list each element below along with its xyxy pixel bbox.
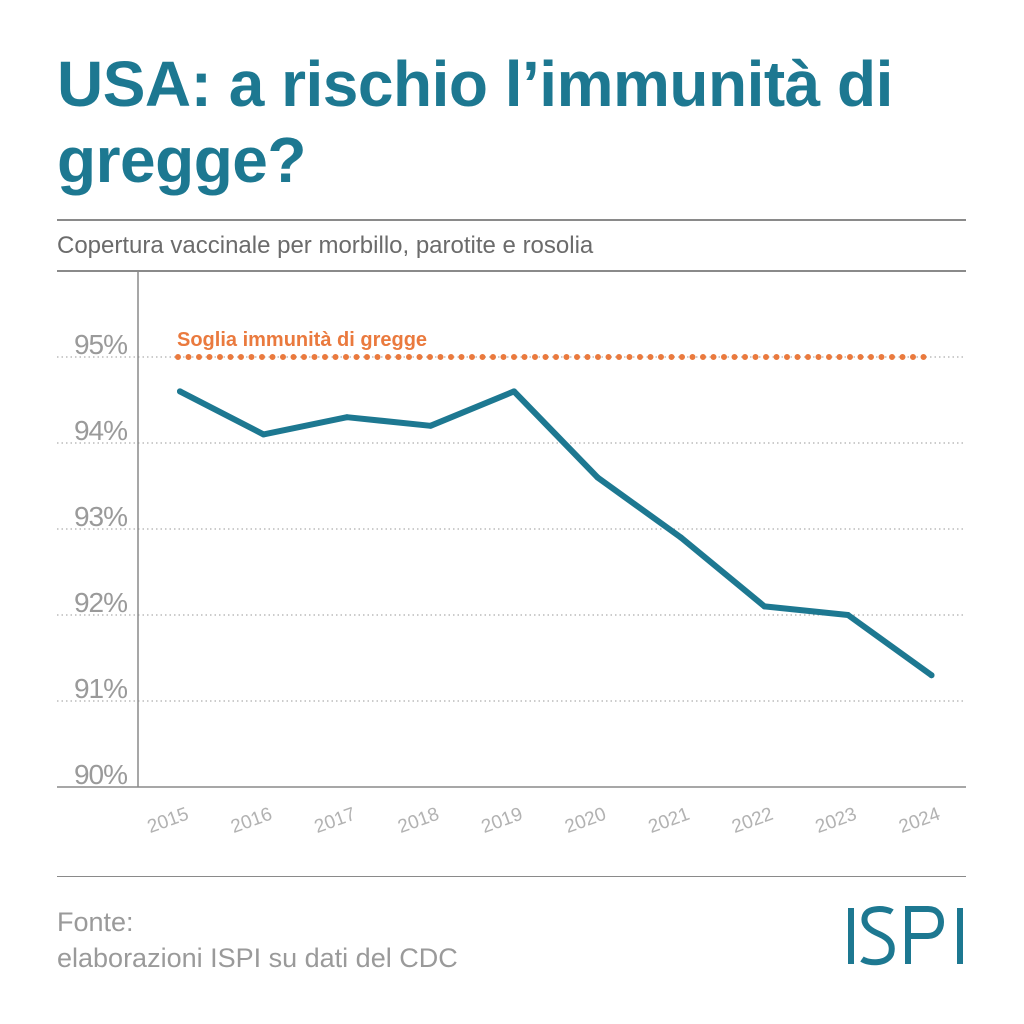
series-line — [177, 388, 935, 679]
data-point — [845, 612, 851, 618]
x-tick-label: 2020 — [562, 804, 609, 838]
data-point — [511, 388, 517, 395]
x-tick-label: 2018 — [395, 804, 442, 838]
y-tick-label: 94% — [74, 415, 127, 446]
x-axis-ticks: 2015 2016 2017 2018 2019 2020 2021 2022 2023 2024 — [145, 804, 944, 838]
y-tick-label: 91% — [74, 673, 127, 704]
gridlines — [57, 356, 966, 702]
data-point — [761, 603, 768, 610]
x-tick-label: 2024 — [896, 804, 943, 838]
ispi-logo — [848, 906, 963, 966]
footer-divider — [57, 876, 966, 877]
y-axis-ticks: 90% 91% 92% 93% 94% 95% — [74, 329, 128, 790]
threshold: Soglia immunità di gregge — [175, 329, 937, 360]
y-tick-label: 92% — [74, 587, 127, 618]
subtitle-divider — [57, 270, 966, 272]
x-tick-label: 2015 — [145, 804, 192, 838]
y-tick-label: 95% — [74, 329, 127, 360]
source-text: elaborazioni ISPI su dati del CDC — [57, 943, 458, 973]
x-tick-label: 2021 — [646, 804, 693, 838]
data-point — [928, 672, 935, 679]
x-tick-label: 2023 — [813, 804, 860, 838]
x-tick-label: 2019 — [479, 804, 526, 838]
threshold-label: Soglia immunità di gregge — [177, 329, 427, 351]
data-point — [344, 414, 350, 421]
x-tick-label: 2017 — [312, 804, 359, 838]
chart-subtitle: Copertura vaccinale per morbillo, paroti… — [57, 232, 594, 259]
x-tick-label: 2016 — [228, 804, 275, 838]
x-tick-label: 2022 — [729, 804, 776, 838]
data-point — [678, 534, 684, 541]
page-title: USA: a rischio l’immunità di gregge? — [57, 48, 893, 196]
data-point — [260, 431, 267, 438]
y-tick-label: 93% — [74, 501, 127, 532]
data-point — [177, 388, 183, 395]
header-divider — [57, 219, 966, 221]
series — [177, 388, 935, 679]
y-tick-label: 90% — [74, 759, 127, 790]
data-point — [427, 422, 434, 429]
data-point — [594, 474, 601, 481]
source-note: Fonte: elaborazioni ISPI su dati del CDC — [57, 904, 458, 976]
source-label: Fonte: — [57, 907, 134, 937]
